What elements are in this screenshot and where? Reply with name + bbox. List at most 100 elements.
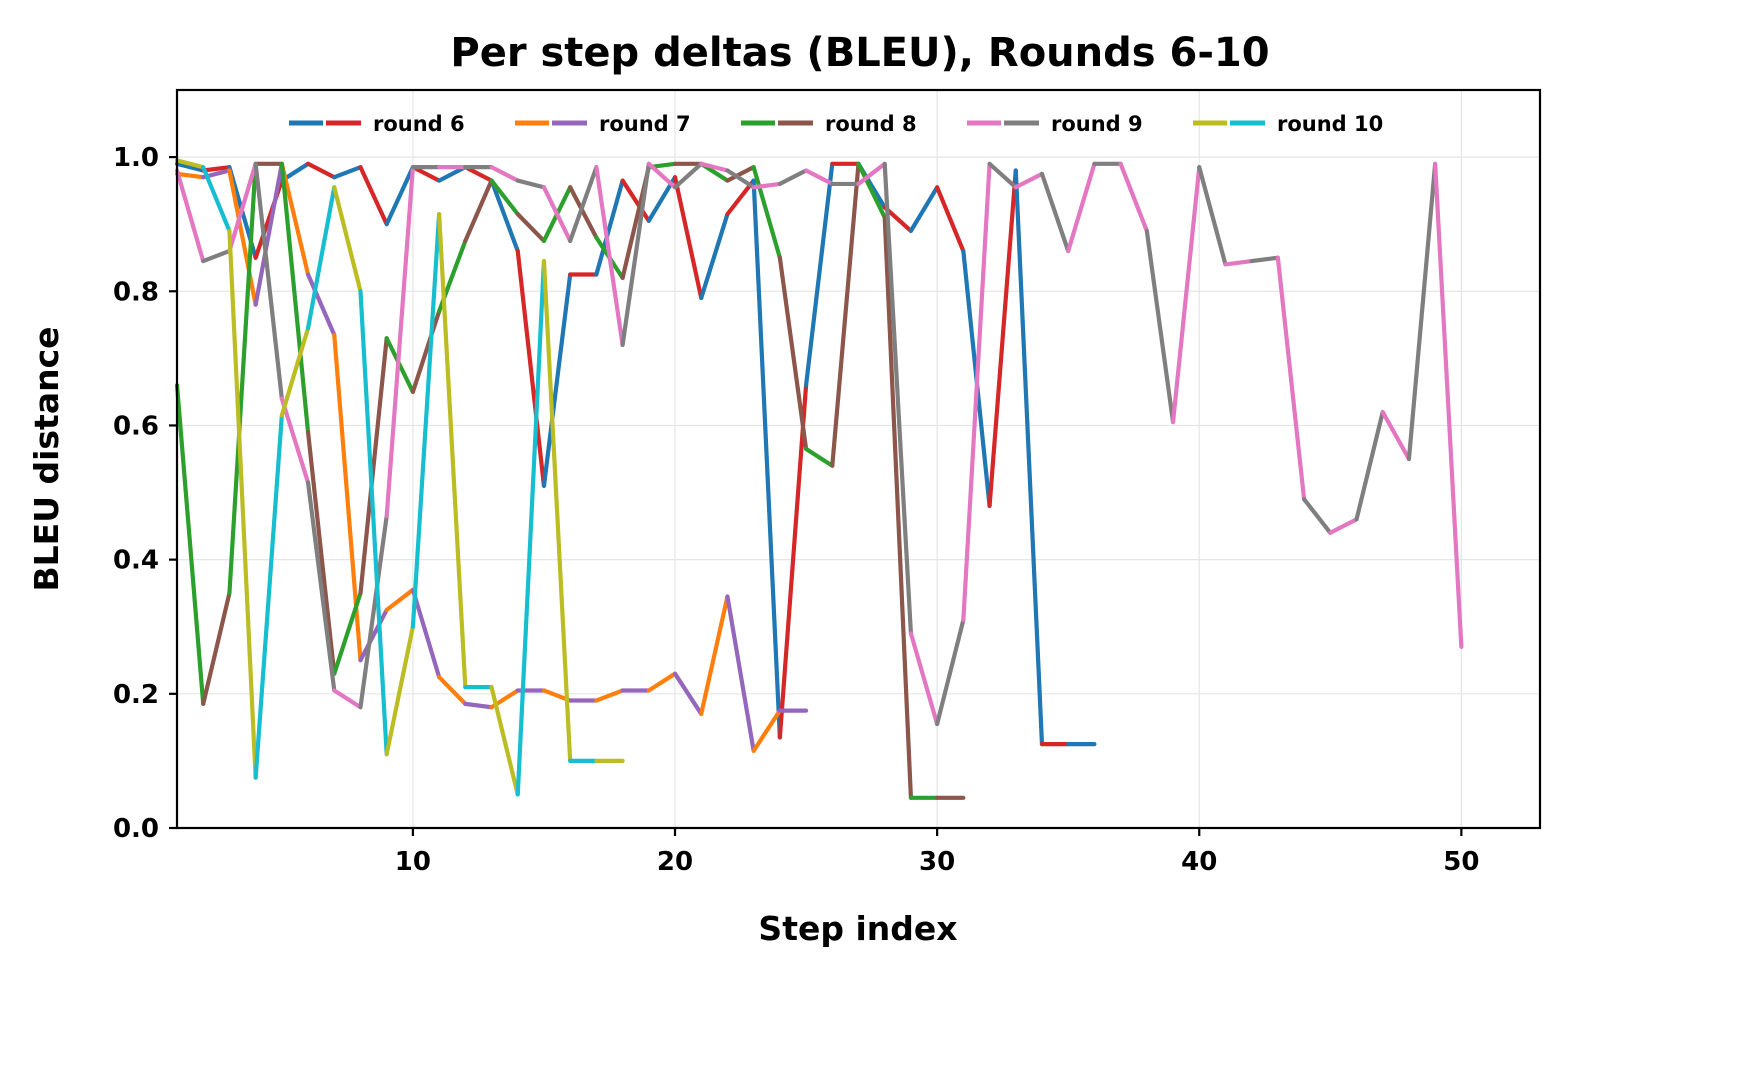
grid-lines — [177, 90, 1540, 829]
series-segment — [672, 175, 704, 301]
series-segment — [463, 178, 494, 244]
series-segment — [358, 607, 389, 663]
series-segment — [279, 396, 311, 485]
series-segment — [515, 258, 547, 797]
series-segment — [777, 383, 809, 740]
x-tick-label: 20 — [657, 847, 693, 877]
series-segment — [620, 161, 651, 348]
series-segment — [489, 178, 520, 254]
y-tick-label: 0.6 — [113, 411, 159, 441]
series-segment — [751, 708, 782, 753]
series-segment — [253, 161, 284, 401]
series-segment — [568, 165, 599, 244]
series-segment — [515, 178, 547, 190]
series-segment — [1170, 165, 1202, 425]
series-round-9 — [174, 161, 1464, 727]
series-segment — [227, 161, 258, 596]
x-tick-label: 10 — [395, 847, 431, 877]
series-segment — [305, 480, 337, 693]
series-segment — [358, 289, 389, 757]
series-segment — [1066, 161, 1097, 254]
series-segment — [174, 171, 206, 180]
axis-ticks: 10 20 30 40 50 0.0 0.2 0.4 0.6 0.8 1.0 — [113, 143, 1480, 877]
series-segment — [541, 258, 573, 764]
x-tick-label: 50 — [1443, 847, 1479, 877]
legend-item: round 10 — [1193, 112, 1383, 136]
series-round-7 — [174, 161, 809, 753]
y-tick-label: 0.2 — [113, 680, 159, 710]
series-segment — [227, 228, 258, 780]
series-segment — [332, 185, 363, 294]
series-segment — [935, 185, 966, 254]
legend-label: round 10 — [1277, 112, 1383, 136]
series-segment — [489, 165, 520, 183]
series-segment — [463, 165, 494, 183]
series-segment — [515, 248, 547, 488]
series-segment — [174, 168, 206, 264]
series-segment — [908, 185, 940, 233]
series-segment — [620, 178, 651, 223]
series-segment — [489, 178, 520, 217]
chart-title: Per step deltas (BLEU), Rounds 6-10 — [450, 30, 1269, 76]
series-segment — [410, 165, 442, 183]
series-segment — [174, 158, 206, 170]
series-segment — [1118, 161, 1149, 233]
series-segment — [358, 513, 389, 710]
series-segment — [227, 168, 258, 307]
series-segment — [1328, 517, 1359, 535]
series-segment — [856, 161, 887, 220]
series-segment — [410, 212, 442, 629]
series-segment — [1039, 171, 1071, 254]
plot-series — [174, 158, 1464, 800]
series-segment — [305, 272, 337, 337]
series-segment — [1197, 165, 1228, 267]
series-segment — [594, 688, 625, 703]
series-segment — [594, 178, 625, 277]
series-segment — [384, 587, 416, 613]
legend-label: round 9 — [1051, 112, 1143, 136]
series-segment — [699, 594, 730, 717]
series-segment — [305, 185, 337, 331]
series-segment — [1433, 161, 1464, 649]
series-segment — [384, 165, 416, 227]
series-segment — [646, 161, 678, 190]
series-segment — [803, 168, 835, 187]
legend-item: round 8 — [741, 112, 917, 136]
series-segment — [987, 168, 1018, 509]
legend-label: round 6 — [373, 112, 465, 136]
series-segment — [882, 161, 914, 636]
series-segment — [279, 161, 311, 435]
series-segment — [332, 688, 363, 710]
legend-label: round 7 — [599, 112, 691, 136]
series-segment — [174, 383, 206, 706]
series-segment — [882, 215, 914, 800]
legend-label: round 8 — [825, 112, 917, 136]
series-segment — [1301, 497, 1333, 535]
series-round-8 — [174, 161, 966, 800]
series-segment — [253, 161, 284, 307]
series-segment — [201, 165, 232, 233]
series-segment — [961, 161, 992, 623]
series-segment — [699, 212, 730, 301]
series-segment — [1223, 258, 1254, 267]
series-segment — [541, 185, 573, 244]
x-tick-label: 40 — [1181, 847, 1217, 877]
series-segment — [725, 165, 756, 183]
series-segment — [1249, 255, 1280, 264]
series-segment — [1013, 171, 1045, 190]
series-segment — [987, 161, 1018, 190]
plot-frame — [175, 88, 1542, 830]
series-segment — [201, 248, 232, 264]
series-segment — [646, 671, 678, 693]
series-segment — [463, 701, 494, 710]
series-segment — [437, 674, 468, 706]
series-segment — [830, 161, 861, 468]
series-segment — [751, 178, 782, 740]
series-segment — [332, 591, 363, 676]
series-segment — [908, 631, 940, 727]
series-segment — [305, 161, 337, 180]
legend-item: round 9 — [967, 112, 1143, 136]
y-axis-label: BLEU distance — [27, 326, 66, 591]
series-segment — [1380, 409, 1412, 462]
